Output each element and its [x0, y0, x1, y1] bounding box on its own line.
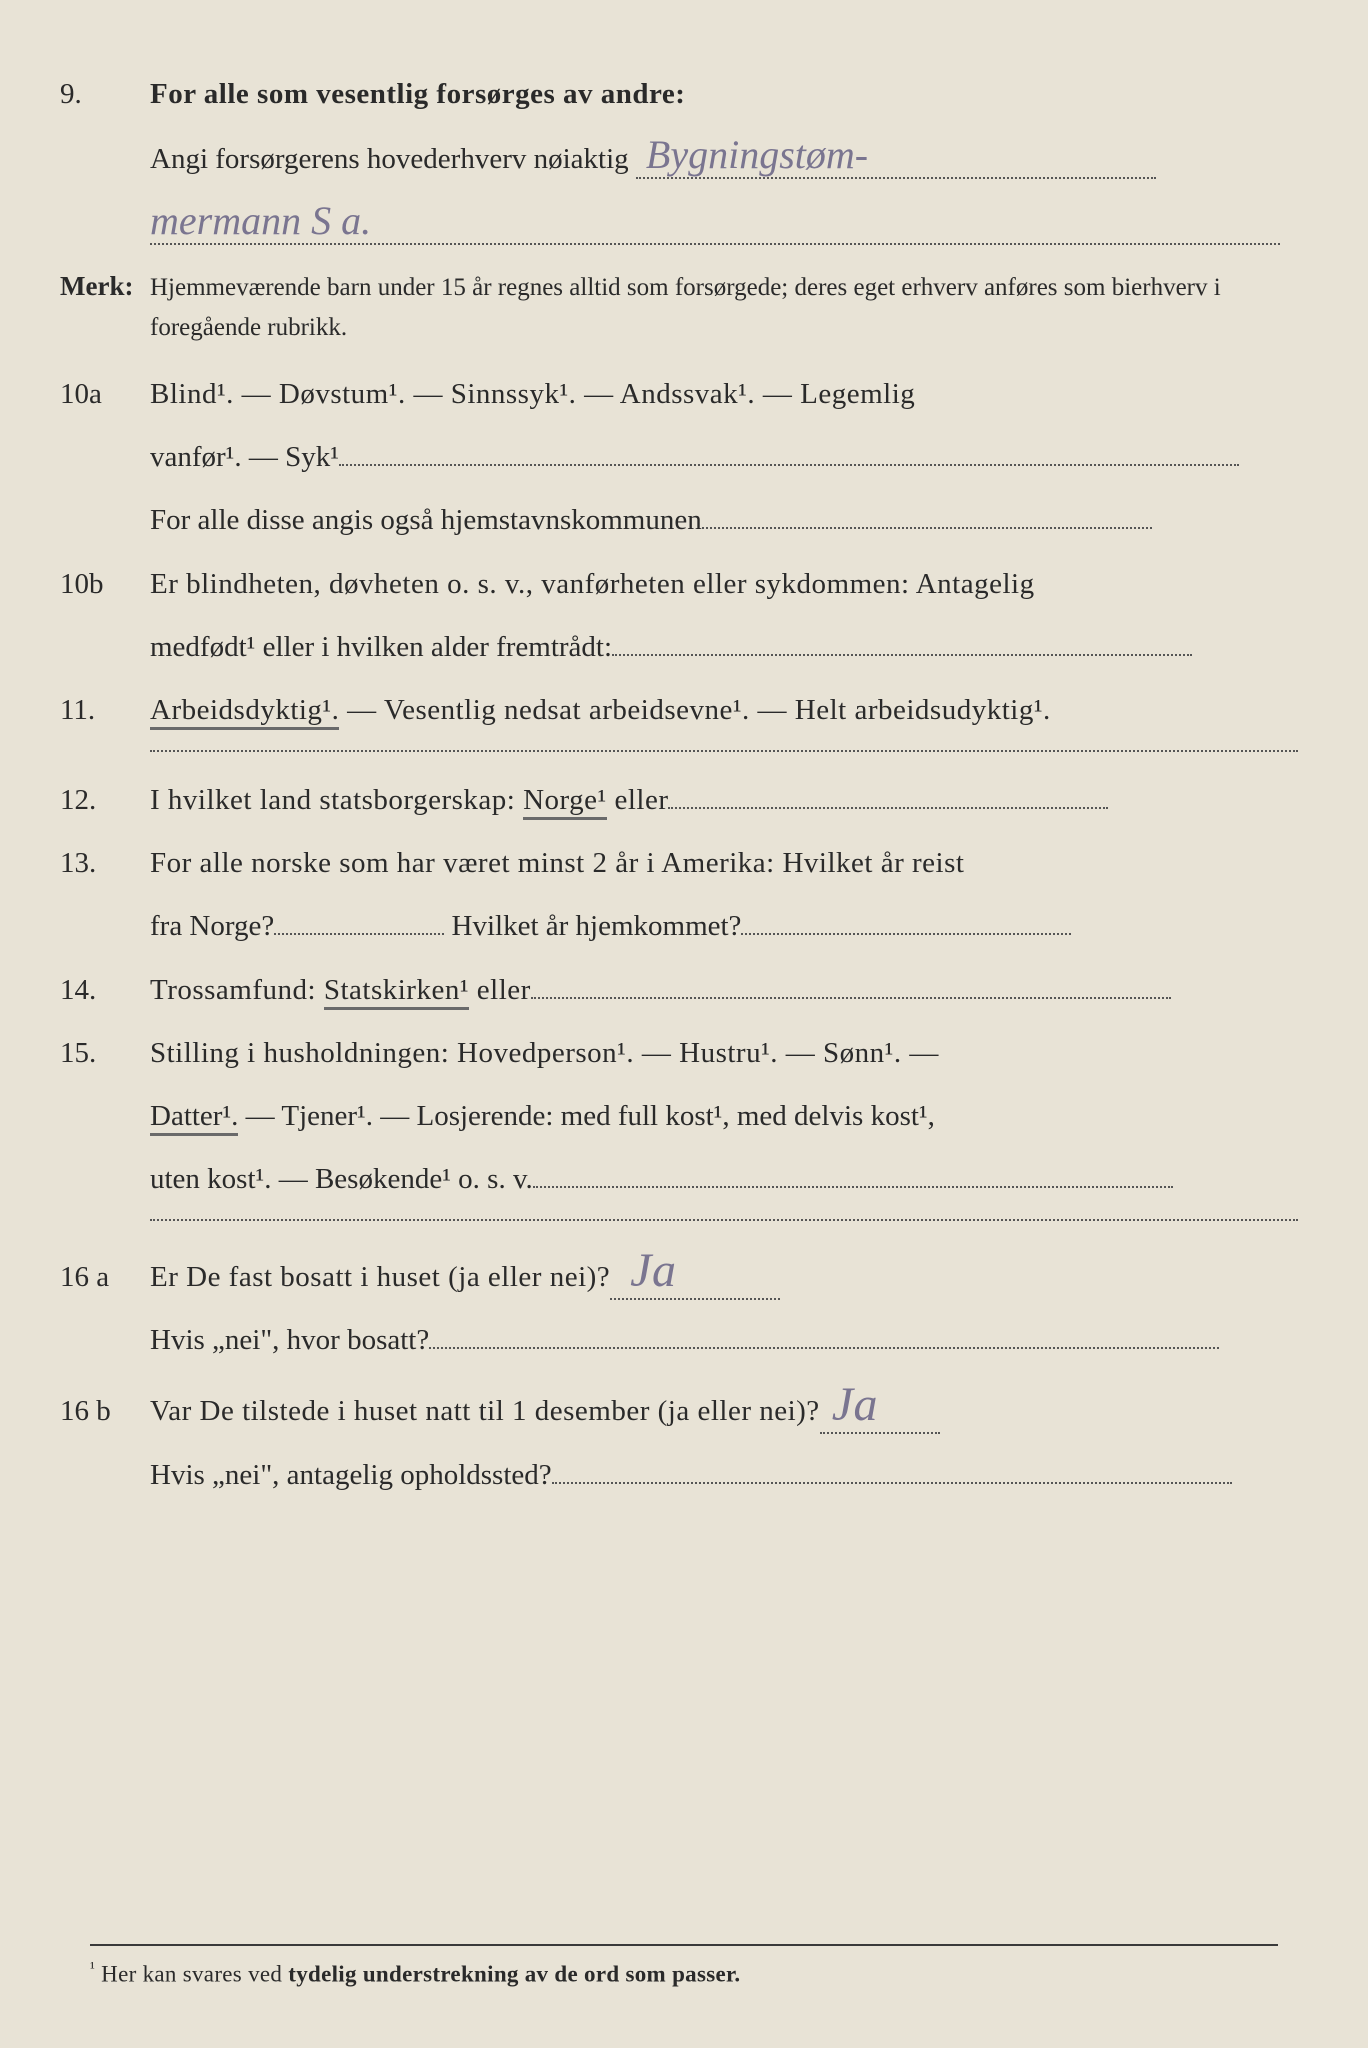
- q14-label: Trossamfund:: [150, 974, 324, 1006]
- q15-underlined: Datter¹.: [150, 1100, 238, 1136]
- q13-text2b: Hvilket år hjemkommet?: [444, 910, 741, 942]
- q14-body: Trossamfund: Statskirken¹ eller: [150, 966, 1298, 1015]
- q10a-options2-row: vanfør¹. — Syk¹: [150, 433, 1298, 482]
- merk-row: Merk: Hjemmeværende barn under 15 år reg…: [60, 264, 1298, 348]
- q13-number: 13.: [60, 839, 150, 888]
- q16a-text2: Hvis „nei", hvor bosatt?: [150, 1324, 429, 1356]
- q11-body: Arbeidsdyktig¹. — Vesentlig nedsat arbei…: [150, 686, 1298, 735]
- q16b-body: Var De tilstede i huset natt til 1 desem…: [150, 1379, 1298, 1436]
- q10b-text2: medfødt¹ eller i hvilken alder fremtrådt…: [150, 631, 612, 663]
- q10b-number: 10b: [60, 560, 150, 609]
- q9-line3: mermann S a.: [150, 199, 1298, 250]
- q13-line2: fra Norge? Hvilket år hjemkommet?: [150, 902, 1298, 951]
- q13-blank1[interactable]: [274, 933, 444, 935]
- q16a-row: 16 a Er De fast bosatt i huset (ja eller…: [60, 1245, 1298, 1302]
- q10a-options: Blind¹. — Døvstum¹. — Sinnssyk¹. — Andss…: [150, 370, 1298, 419]
- q10a-row: 10a Blind¹. — Døvstum¹. — Sinnssyk¹. — A…: [60, 370, 1298, 419]
- q11-row: 11. Arbeidsdyktig¹. — Vesentlig nedsat a…: [60, 686, 1298, 735]
- q13-text2a: fra Norge?: [150, 910, 274, 942]
- q10a-line2: For alle disse angis også hjemstavnskomm…: [150, 504, 702, 536]
- q10b-row: 10b Er blindheten, døvheten o. s. v., va…: [60, 560, 1298, 609]
- q9-handwritten1: Bygningstøm-: [646, 132, 868, 177]
- q9-handwritten2: mermann S a.: [150, 198, 371, 243]
- q14-blank[interactable]: [531, 997, 1171, 999]
- q16b-text1: Var De tilstede i huset natt til 1 desem…: [150, 1395, 820, 1427]
- q9-answer-line1[interactable]: Bygningstøm-: [636, 133, 1156, 179]
- q16b-handwritten: Ja: [832, 1378, 878, 1431]
- q15-line2: Datter¹. — Tjener¹. — Losjerende: med fu…: [150, 1092, 1298, 1141]
- q11-underlined: Arbeidsdyktig¹.: [150, 694, 339, 730]
- q9-line2: Angi forsørgerens hovederhverv nøiaktig …: [150, 133, 1298, 184]
- q16a-text1: Er De fast bosatt i huset (ja eller nei)…: [150, 1261, 610, 1293]
- footnote: ¹ Her kan svares ved tydelig understrekn…: [90, 1944, 1278, 1988]
- q10a-options-text: Blind¹. — Døvstum¹. — Sinnssyk¹. — Andss…: [150, 378, 915, 410]
- q9-label: Angi forsørgerens hovederhverv nøiaktig: [150, 143, 629, 175]
- q15-line3: uten kost¹. — Besøkende¹ o. s. v.: [150, 1163, 533, 1195]
- q16b-number: 16 b: [60, 1387, 150, 1436]
- q12-pre: I hvilket land statsborgerskap:: [150, 784, 523, 816]
- merk-label: Merk:: [60, 264, 150, 310]
- q10a-options2: vanfør¹. — Syk¹: [150, 441, 339, 473]
- q15-blank-line[interactable]: [150, 1219, 1298, 1221]
- q16a-handwritten: Ja: [630, 1244, 676, 1297]
- q9-number: 9.: [60, 70, 150, 119]
- q15-line1: Stilling i husholdningen: Hovedperson¹. …: [150, 1029, 1298, 1078]
- q11-blank-line[interactable]: [150, 750, 1298, 752]
- q11-rest: — Vesentlig nedsat arbeidsevne¹. — Helt …: [339, 694, 1050, 726]
- census-form-page: 9. For alle som vesentlig forsørges av a…: [0, 0, 1368, 2048]
- q10b-text1: Er blindheten, døvheten o. s. v., vanfør…: [150, 560, 1298, 609]
- q15-row: 15. Stilling i husholdningen: Hovedperso…: [60, 1029, 1298, 1078]
- q10a-line2-row: For alle disse angis også hjemstavnskomm…: [150, 496, 1298, 545]
- q14-underlined: Statskirken¹: [324, 974, 469, 1010]
- q13-text1: For alle norske som har været minst 2 år…: [150, 839, 1298, 888]
- q10a-number: 10a: [60, 370, 150, 419]
- q12-row: 12. I hvilket land statsborgerskap: Norg…: [60, 776, 1298, 825]
- q12-body: I hvilket land statsborgerskap: Norge¹ e…: [150, 776, 1298, 825]
- q10b-line2: medfødt¹ eller i hvilken alder fremtrådt…: [150, 623, 1298, 672]
- q12-number: 12.: [60, 776, 150, 825]
- q14-number: 14.: [60, 966, 150, 1015]
- q16a-answer[interactable]: Ja: [610, 1245, 780, 1300]
- q12-underlined: Norge¹: [523, 784, 607, 820]
- q12-blank[interactable]: [668, 807, 1108, 809]
- q16a-line2: Hvis „nei", hvor bosatt?: [150, 1316, 1298, 1365]
- q16a-body: Er De fast bosatt i huset (ja eller nei)…: [150, 1245, 1298, 1302]
- q16b-row: 16 b Var De tilstede i huset natt til 1 …: [60, 1379, 1298, 1436]
- q13-blank2[interactable]: [741, 933, 1071, 935]
- q16a-blank[interactable]: [429, 1347, 1219, 1349]
- merk-text: Hjemmeværende barn under 15 år regnes al…: [150, 268, 1298, 348]
- q14-post: eller: [469, 974, 531, 1006]
- q10b-blank[interactable]: [612, 654, 1192, 656]
- q13-row: 13. For alle norske som har været minst …: [60, 839, 1298, 888]
- q9-title: For alle som vesentlig forsørges av andr…: [150, 70, 1298, 119]
- q10a-blank1[interactable]: [339, 464, 1239, 466]
- q10a-blank2[interactable]: [702, 527, 1152, 529]
- q16b-line2: Hvis „nei", antagelig opholdssted?: [150, 1451, 1298, 1500]
- q11-number: 11.: [60, 686, 150, 735]
- q9-title-row: 9. For alle som vesentlig forsørges av a…: [60, 70, 1298, 119]
- q16b-text2: Hvis „nei", antagelig opholdssted?: [150, 1459, 552, 1491]
- q16b-blank[interactable]: [552, 1482, 1232, 1484]
- q15-line3-row: uten kost¹. — Besøkende¹ o. s. v.: [150, 1155, 1298, 1204]
- q9-answer-line2[interactable]: mermann S a.: [150, 199, 1280, 245]
- q16b-answer[interactable]: Ja: [820, 1379, 940, 1434]
- q16a-number: 16 a: [60, 1253, 150, 1302]
- footnote-text: Her kan svares ved tydelig understreknin…: [95, 1962, 740, 1987]
- q15-blank[interactable]: [533, 1186, 1173, 1188]
- q14-row: 14. Trossamfund: Statskirken¹ eller: [60, 966, 1298, 1015]
- q15-line2-rest: — Tjener¹. — Losjerende: med full kost¹,…: [238, 1100, 934, 1132]
- q12-post: eller: [607, 784, 669, 816]
- q15-number: 15.: [60, 1029, 150, 1078]
